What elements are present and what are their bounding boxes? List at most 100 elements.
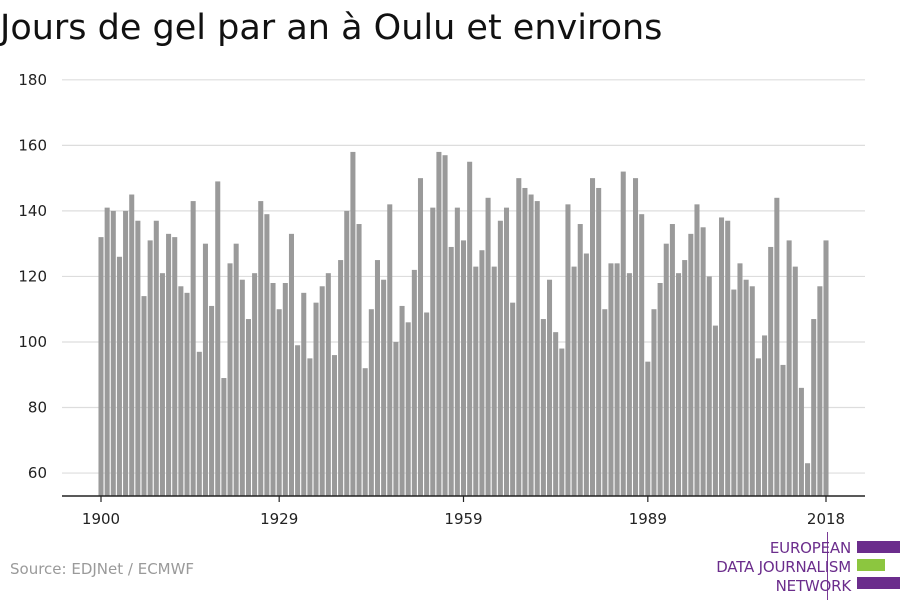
y-tick-label: 140: [18, 202, 47, 220]
bar-1932: [295, 345, 301, 496]
bar-1911: [166, 233, 172, 496]
bar-1999: [706, 276, 712, 496]
bar-2005: [743, 279, 749, 496]
bar-1992: [663, 243, 669, 496]
bar-1967: [510, 302, 516, 496]
axes: 60 80 100 120 140 160 180 1900 1929 1959 1989 2018: [18, 71, 865, 528]
bar-1921: [227, 263, 233, 496]
bar-1959: [460, 240, 467, 496]
source-note: Source: EDJNet / ECMWF: [10, 560, 195, 578]
bar-1923: [239, 279, 245, 496]
bar-1900: [98, 237, 104, 496]
bar-1943: [362, 368, 368, 496]
bar-1970: [528, 194, 534, 496]
bar-1981: [596, 187, 602, 496]
bar-1942: [356, 224, 362, 496]
bar-1995: [682, 260, 688, 496]
bar-1945: [374, 260, 380, 496]
bar-1968: [516, 178, 522, 496]
chart-title: Jours de gel par an à Oulu et environs: [0, 8, 663, 48]
bar-1947: [387, 204, 393, 496]
logo-bar-green: [857, 559, 885, 571]
bar-1982: [602, 309, 608, 496]
bar-1934: [307, 358, 313, 496]
bar-1996: [688, 233, 694, 496]
bar-1966: [503, 207, 510, 496]
bar-1965: [497, 220, 503, 497]
bar-1949: [399, 305, 405, 496]
bar-1936: [319, 286, 325, 496]
bar-1985: [620, 171, 626, 496]
bar-2017: [817, 286, 823, 496]
bar-1924: [245, 319, 251, 496]
edjnet-logo: EUROPEAN DATA JOURNALISM NETWORK: [700, 532, 900, 600]
bar-2001: [719, 217, 725, 496]
bar-1950: [405, 322, 411, 496]
bar-2007: [755, 358, 761, 496]
bar-1931: [288, 233, 294, 496]
bar-1993: [669, 224, 675, 496]
bar-1972: [540, 319, 546, 496]
x-tick-label: 1959: [444, 510, 482, 528]
bar-1984: [614, 263, 620, 496]
bar-1998: [700, 227, 706, 497]
bar-1938: [331, 355, 337, 496]
bar-1987: [633, 178, 639, 496]
bar-1925: [252, 273, 258, 496]
bar-2010: [774, 197, 780, 497]
bar-1903: [116, 256, 122, 496]
logo-separator: [827, 532, 828, 600]
bar-1977: [571, 266, 577, 496]
bar-1901: [104, 207, 110, 496]
bar-1953: [424, 312, 430, 496]
bar-1958: [454, 207, 460, 496]
bar-1997: [694, 204, 700, 496]
y-tick-label: 120: [18, 267, 47, 285]
bar-2006: [749, 286, 755, 496]
bar-1915: [190, 201, 196, 496]
y-tick-label: 60: [28, 464, 47, 482]
bar-2015: [805, 463, 811, 496]
bar-1989: [645, 361, 651, 496]
bar-1991: [657, 283, 663, 496]
bar-1973: [547, 279, 553, 496]
bar-2012: [786, 240, 792, 496]
bar-1955: [436, 151, 442, 497]
bar-1952: [417, 178, 424, 496]
bar-1971: [534, 201, 540, 496]
bar-1916: [196, 351, 202, 496]
bar-1986: [626, 273, 632, 496]
bar-1909: [153, 220, 159, 497]
bar-1969: [522, 187, 528, 496]
bar-2014: [798, 387, 804, 496]
logo-bar-purple-bottom: [857, 577, 900, 589]
bar-1954: [430, 207, 436, 496]
y-tick-label: 180: [18, 71, 47, 89]
bar-1946: [381, 279, 387, 496]
y-tick-label: 80: [28, 399, 47, 417]
frost-days-bar-chart: 60 80 100 120 140 160 180 1900 1929 1959 1989 2018: [18, 71, 865, 528]
logo-line-2: DATA JOURNALISM: [716, 558, 851, 576]
x-tick-label: 1929: [260, 510, 298, 528]
y-tick-label: 100: [18, 333, 47, 351]
bar-2018: [823, 240, 829, 496]
bar-1988: [639, 214, 645, 496]
bar-1927: [264, 214, 270, 496]
bar-1926: [258, 201, 264, 496]
bar-2002: [725, 220, 731, 497]
bar-1948: [393, 341, 399, 496]
bar-1979: [583, 253, 589, 496]
bar-1939: [338, 260, 344, 496]
bar-1905: [129, 194, 135, 496]
bar-1951: [411, 269, 417, 496]
bar-1933: [301, 292, 307, 496]
bar-1930: [282, 283, 288, 496]
bar-1907: [141, 296, 147, 496]
bars: [98, 151, 829, 497]
bar-1937: [325, 273, 331, 496]
bar-1929: [276, 309, 282, 496]
bar-1935: [313, 302, 319, 496]
bar-1919: [215, 181, 221, 497]
bar-2003: [731, 289, 737, 496]
bar-2008: [762, 335, 768, 496]
